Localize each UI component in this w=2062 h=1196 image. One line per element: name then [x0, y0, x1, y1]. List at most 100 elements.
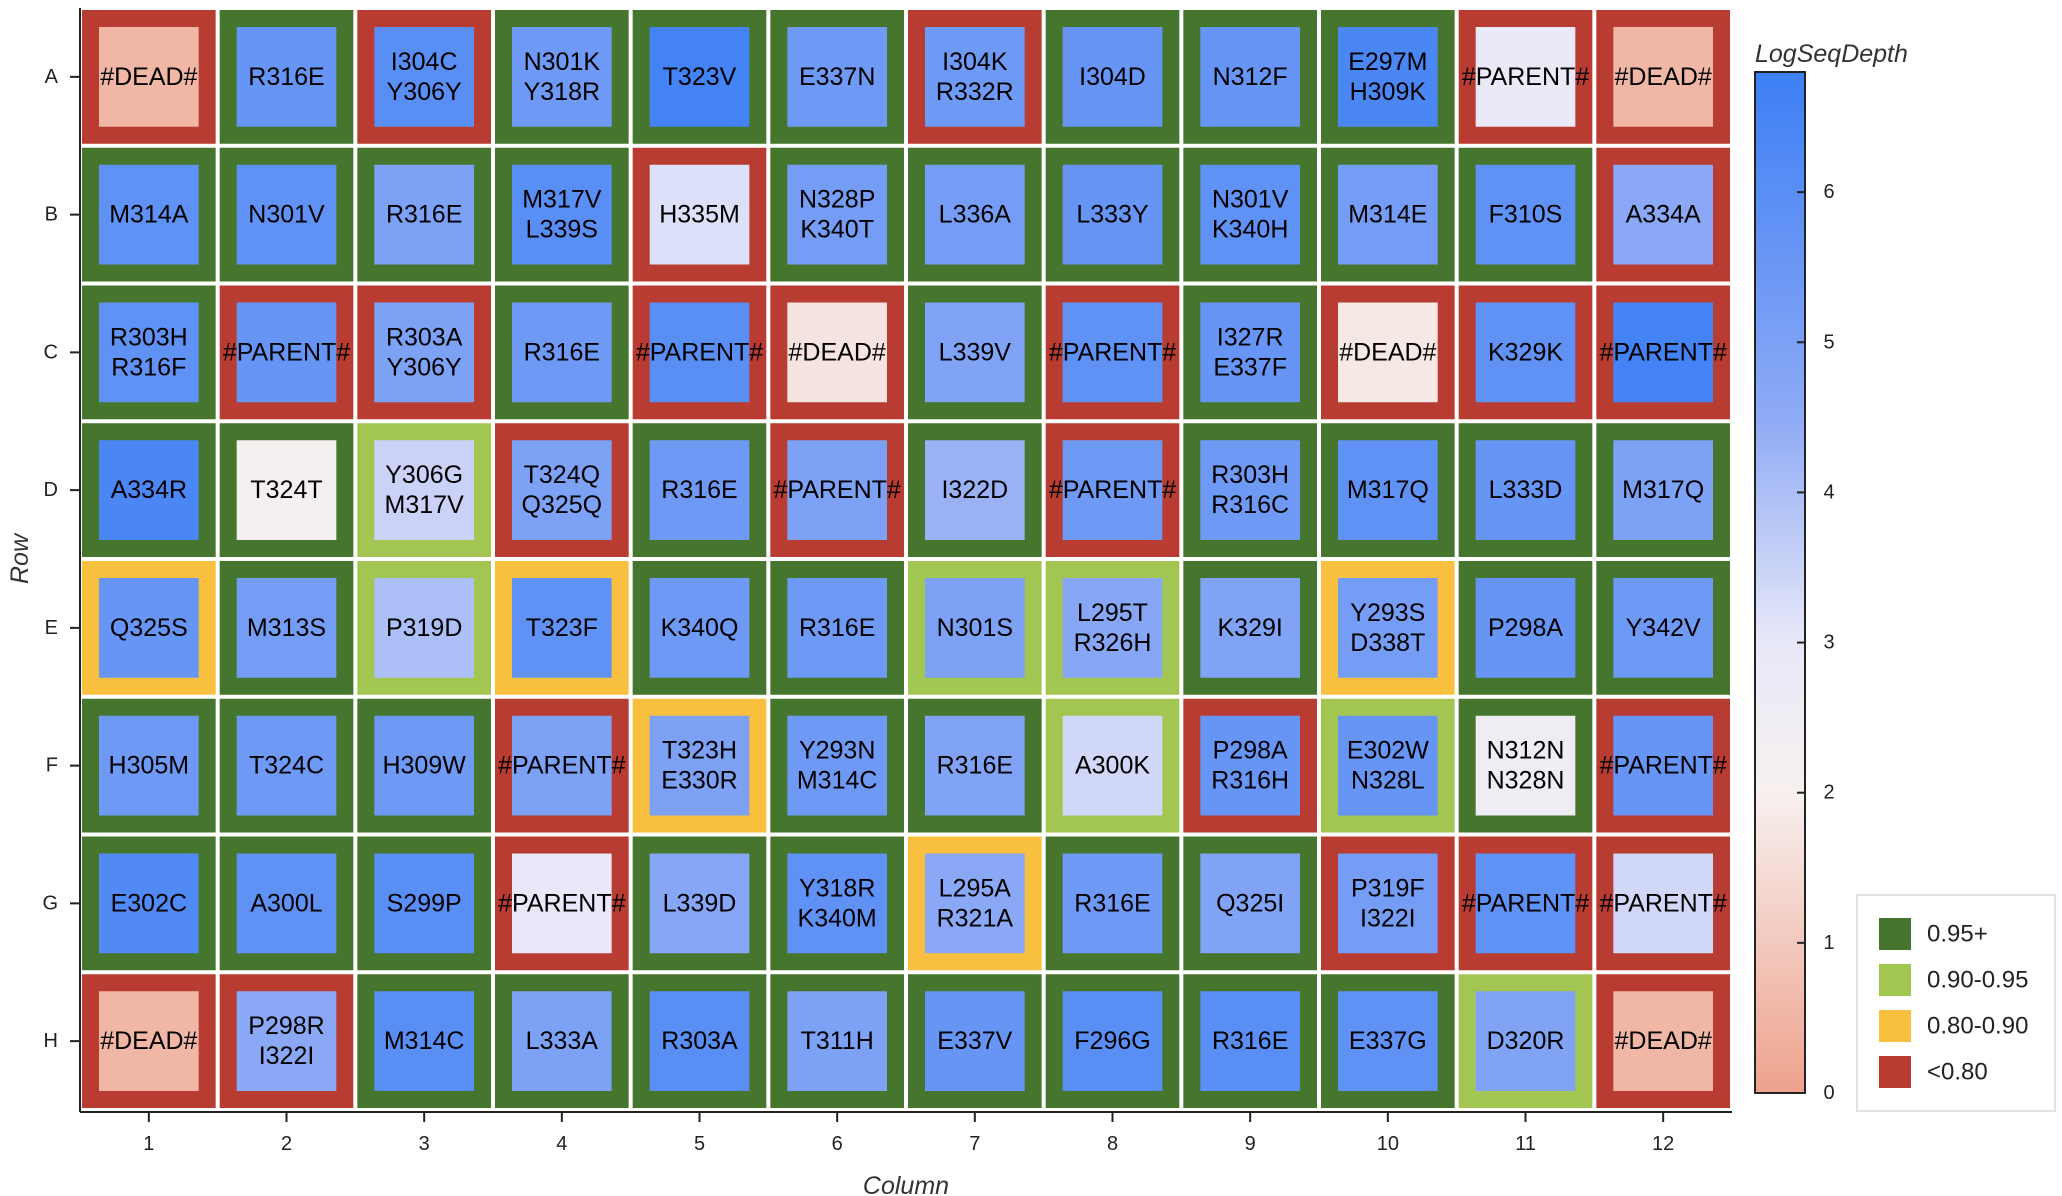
- well-fill: [236, 578, 337, 678]
- well-label: A334R: [111, 476, 187, 504]
- well-label: K340Q: [661, 614, 739, 642]
- well-fill: [236, 991, 337, 1091]
- well-E6: R316E: [770, 561, 904, 695]
- well-label: I322D: [941, 476, 1008, 504]
- well-H8: F296G: [1045, 974, 1180, 1108]
- well-D6: #PARENT#: [770, 423, 904, 557]
- well-label: R303A: [386, 323, 463, 351]
- well-label: #DEAD#: [789, 338, 886, 366]
- well-label: Y318R: [524, 78, 600, 106]
- well-label: K329I: [1217, 614, 1282, 642]
- well-label: M314E: [1348, 201, 1427, 229]
- well-A2: R316E: [219, 10, 354, 144]
- well-F4: #PARENT#: [495, 698, 629, 833]
- well-B8: L333Y: [1045, 147, 1180, 282]
- x-tick-label: 1: [143, 1133, 154, 1155]
- well-fill: [1062, 715, 1163, 816]
- well-fill: [1613, 302, 1713, 403]
- well-fill: [512, 27, 612, 127]
- well-H7: E337V: [908, 974, 1042, 1108]
- well-label: H309W: [382, 752, 466, 780]
- well-label: Q325Q: [522, 491, 603, 519]
- well-fill: [374, 164, 474, 265]
- legend-label: <0.80: [1927, 1059, 1988, 1086]
- legend-label: 0.80-0.90: [1927, 1013, 2028, 1040]
- legend-swatch: [1879, 964, 1911, 996]
- well-label: #PARENT#: [1462, 63, 1589, 91]
- well-label: #PARENT#: [1599, 889, 1726, 917]
- well-label: R316E: [799, 614, 875, 642]
- well-label: F310S: [1489, 201, 1563, 229]
- well-label: R303H: [1211, 461, 1289, 489]
- well-label: E302W: [1347, 737, 1429, 765]
- well-label: N301K: [524, 48, 601, 76]
- well-fill: [1062, 164, 1163, 265]
- border-legend: 0.95+ 0.90-0.95 0.80-0.90 <0.80: [1856, 894, 2056, 1112]
- well-A8: I304D: [1045, 10, 1180, 144]
- well-label: A300K: [1075, 752, 1150, 780]
- well-label: N328N: [1487, 767, 1565, 795]
- well-fill: [1475, 991, 1576, 1091]
- well-A11: #PARENT#: [1458, 10, 1593, 144]
- well-fill: [1062, 440, 1163, 540]
- well-fill: [512, 440, 612, 540]
- well-label: R316E: [661, 476, 737, 504]
- well-fill: [1475, 578, 1576, 678]
- well-fill: [99, 853, 199, 954]
- well-label: D338T: [1350, 629, 1425, 657]
- well-label: T324Q: [524, 461, 600, 489]
- well-G8: R316E: [1045, 836, 1180, 971]
- y-tick-label: C: [44, 341, 58, 363]
- well-label: T311H: [801, 1027, 874, 1055]
- well-fill: [374, 578, 474, 678]
- well-F12: #PARENT#: [1596, 698, 1730, 833]
- well-label: E330R: [661, 767, 737, 795]
- well-fill: [925, 164, 1025, 265]
- well-F3: H309W: [357, 698, 491, 833]
- well-label: K340T: [800, 216, 874, 244]
- well-fill: [374, 853, 474, 954]
- well-label: R303A: [661, 1027, 738, 1055]
- well-fill: [512, 853, 612, 954]
- well-fill: [1338, 27, 1438, 127]
- well-fill: [925, 27, 1025, 127]
- well-label: H305M: [109, 752, 190, 780]
- well-label: R321A: [937, 904, 1014, 932]
- well-D11: L333D: [1458, 423, 1593, 557]
- well-label: R316E: [524, 338, 600, 366]
- well-fill: [512, 164, 612, 265]
- well-fill: [236, 164, 337, 265]
- well-label: E302C: [111, 889, 187, 917]
- colorbar-tick-label: 2: [1823, 782, 1834, 804]
- well-label: E337F: [1213, 353, 1287, 381]
- well-A5: T323V: [632, 10, 767, 144]
- well-label: R316E: [937, 752, 1013, 780]
- well-label: N328P: [799, 186, 875, 214]
- legend-label: 0.90-0.95: [1927, 967, 2028, 994]
- well-H6: T311H: [770, 974, 904, 1108]
- colorbar-gradient: [1754, 71, 1806, 1094]
- well-H9: R316E: [1183, 974, 1317, 1108]
- well-label: #PARENT#: [1049, 338, 1176, 366]
- well-fill: [1062, 991, 1163, 1091]
- well-fill: [1475, 27, 1576, 127]
- well-H10: E337G: [1321, 974, 1455, 1108]
- well-label: M314A: [109, 201, 189, 229]
- well-fill: [1062, 578, 1163, 678]
- well-label: T324C: [249, 752, 324, 780]
- well-fill: [374, 991, 474, 1091]
- well-fill: [1062, 853, 1163, 954]
- well-fill: [1613, 715, 1713, 816]
- well-fill: [512, 302, 612, 403]
- well-fill: [236, 440, 337, 540]
- well-G5: L339D: [632, 836, 767, 971]
- well-label: R316E: [1074, 889, 1150, 917]
- well-label: Y342V: [1626, 614, 1701, 642]
